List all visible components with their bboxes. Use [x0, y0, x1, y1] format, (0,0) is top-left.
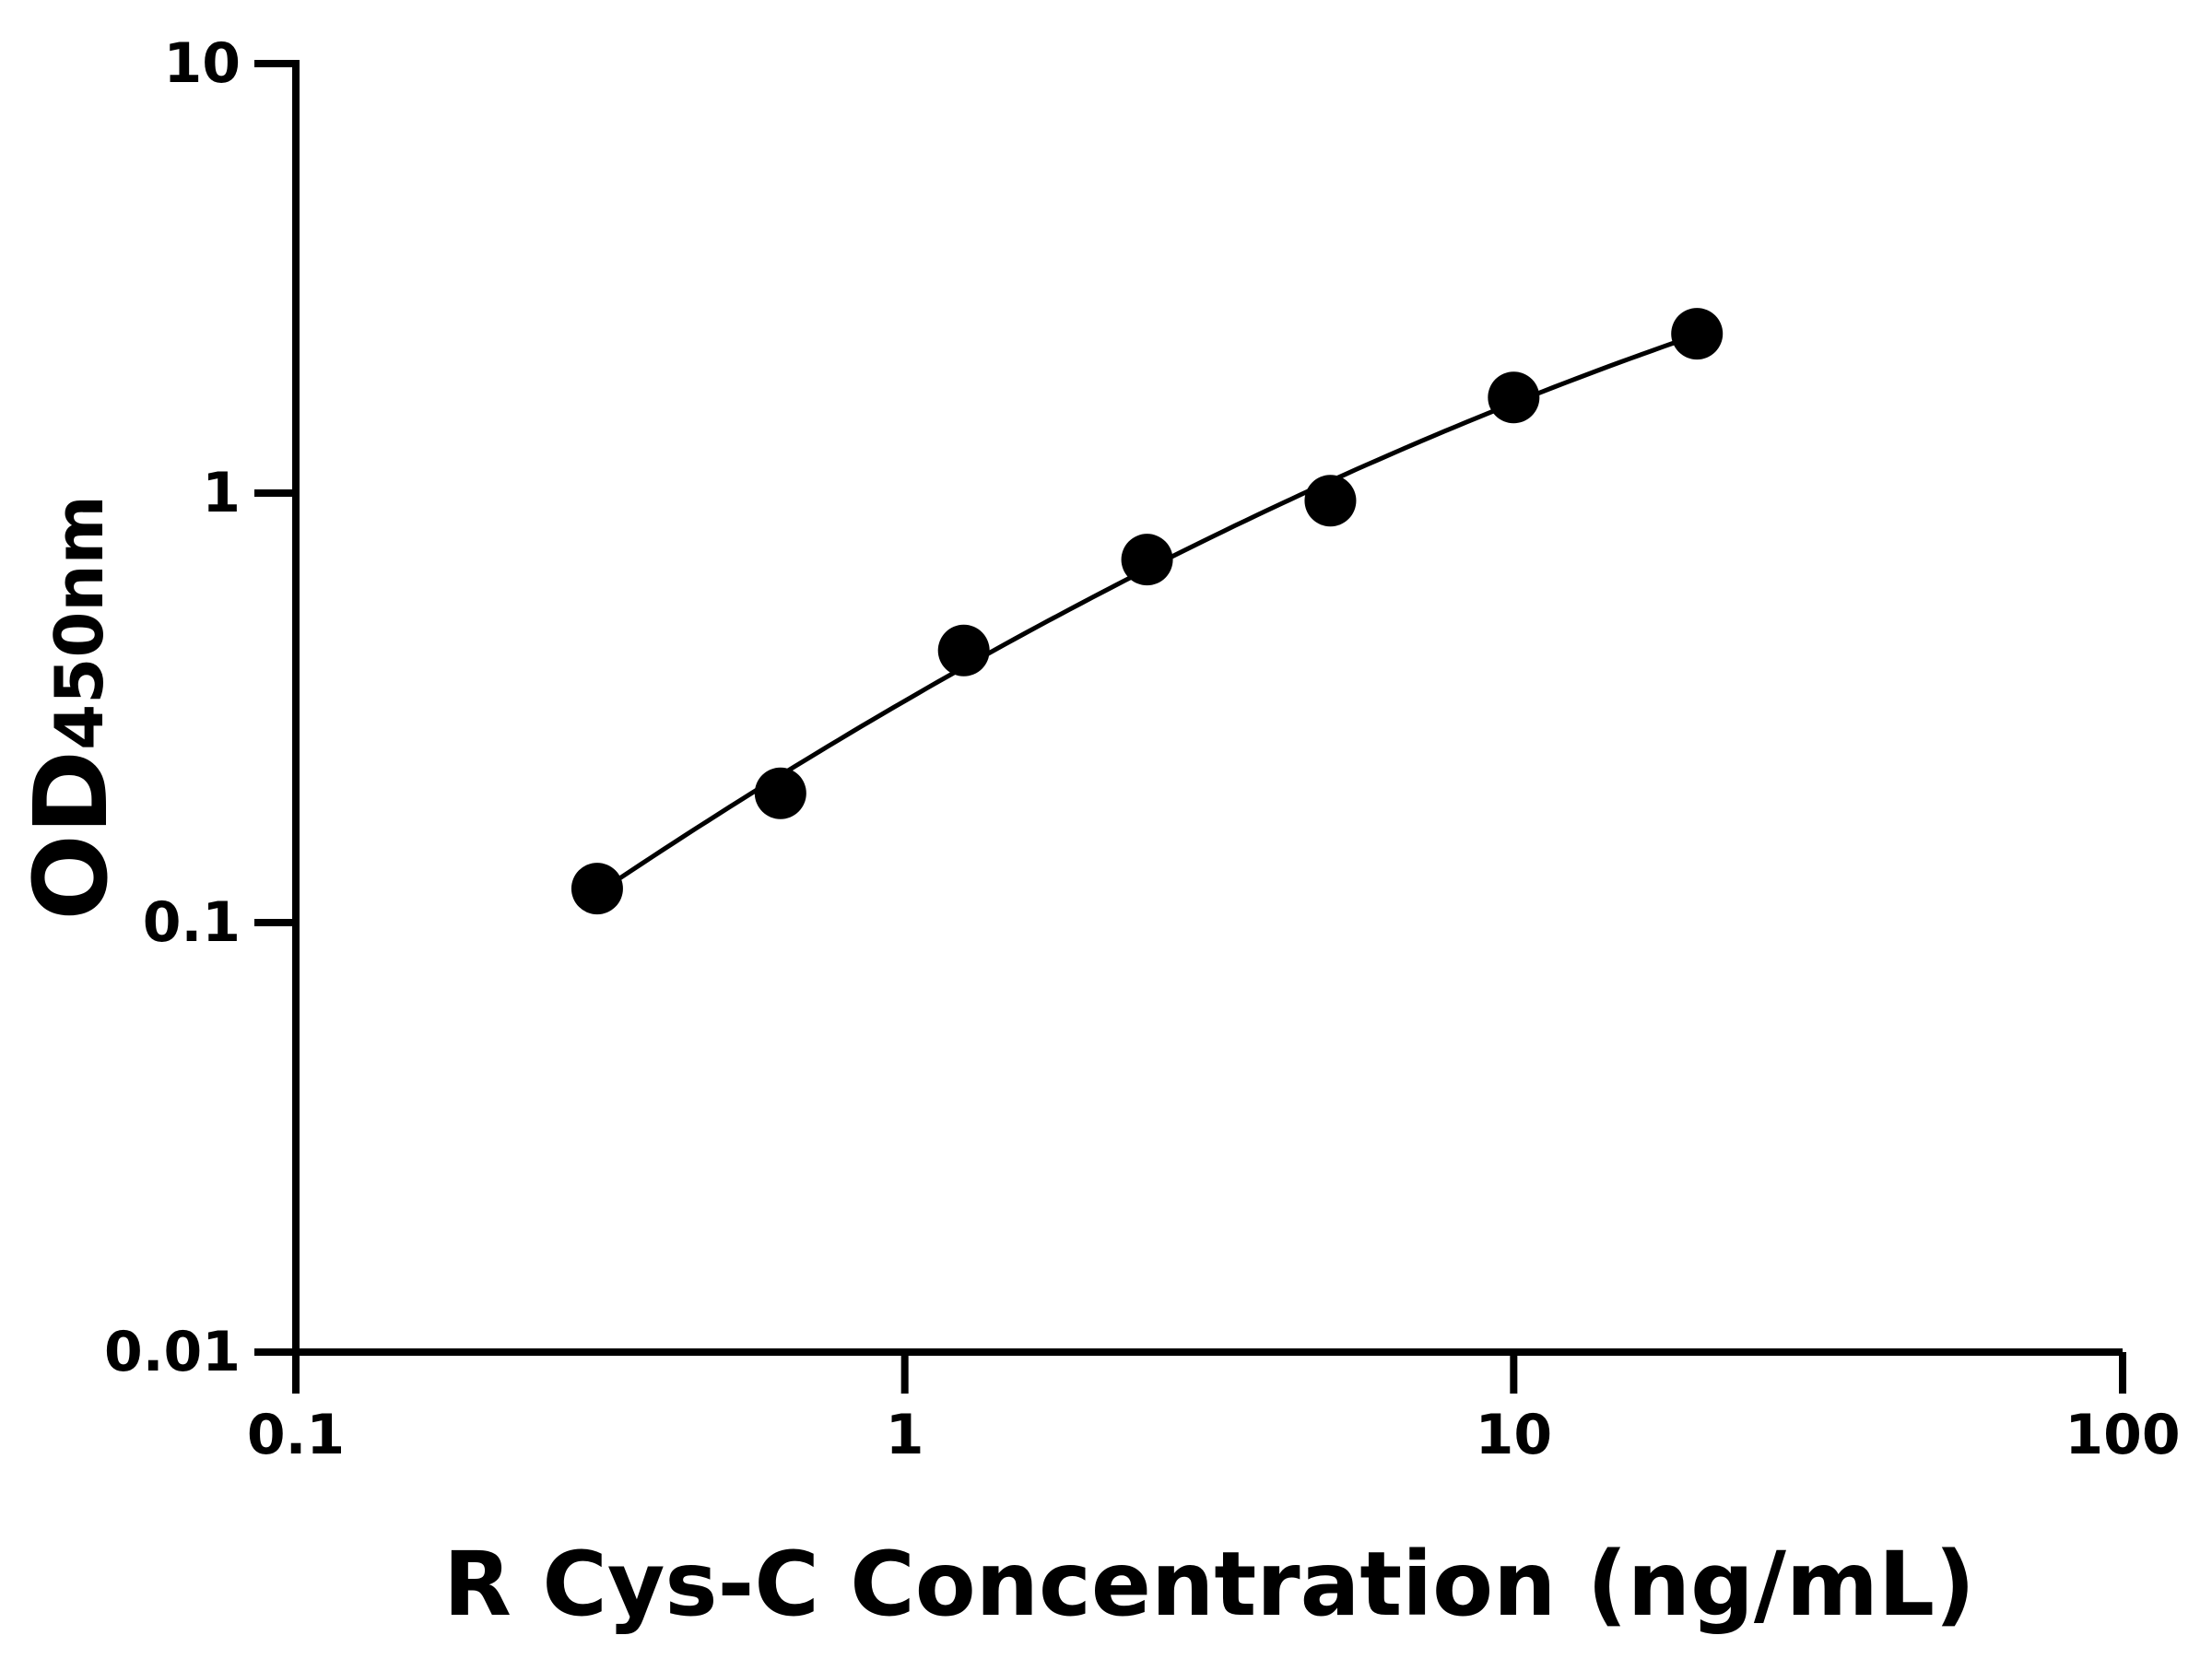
x-axis-label: R Cys-C Concentration (ng/mL)	[443, 1533, 1975, 1636]
x-tick-label: 10	[1476, 1403, 1553, 1467]
x-tick-label: 100	[2065, 1403, 2180, 1467]
y-tick-label: 0.1	[143, 890, 241, 955]
y-axis-label-sub: 450nm	[41, 495, 118, 750]
y-axis-label-main: OD	[12, 750, 130, 921]
data-points	[571, 308, 1724, 915]
y-tick-label: 1	[202, 461, 241, 525]
y-axis-label: OD450nm	[12, 495, 130, 920]
data-point	[754, 767, 806, 819]
x-tick-label: 0.1	[247, 1403, 345, 1467]
data-point	[1121, 534, 1173, 586]
y-tick-label: 10	[164, 31, 241, 96]
y-tick-label: 0.01	[104, 1320, 241, 1384]
data-point	[937, 624, 990, 677]
data-point	[571, 863, 623, 915]
data-point	[1671, 308, 1724, 360]
data-point	[1304, 475, 1357, 527]
x-tick-label: 1	[886, 1403, 924, 1467]
data-point	[1488, 371, 1540, 424]
